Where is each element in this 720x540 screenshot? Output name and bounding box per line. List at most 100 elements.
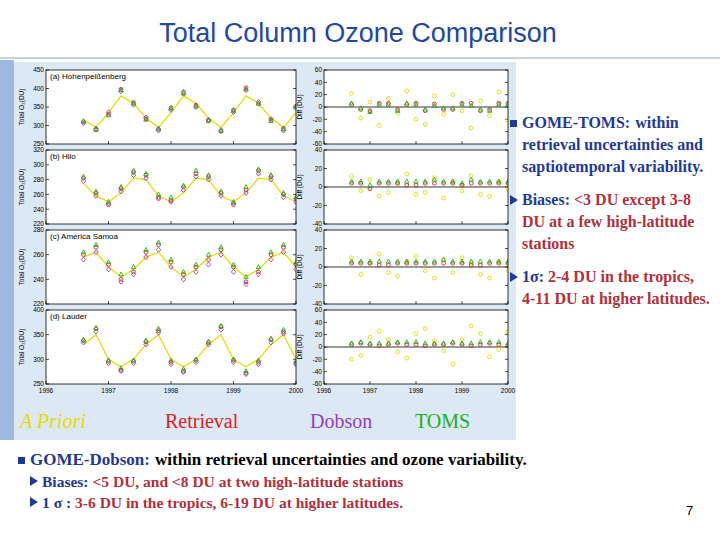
data-point [107,263,111,267]
data-point [194,262,198,266]
data-point [349,341,353,345]
data-point [206,118,210,122]
data-point [460,341,464,345]
data-point [469,341,473,345]
data-point [281,195,285,200]
data-point [414,102,418,106]
data-point [359,106,363,110]
data-point [281,242,285,246]
data-point [497,340,501,344]
y-tick-label: 300 [33,122,44,129]
data-point [479,332,483,336]
y-tick [324,322,327,323]
data-point [232,265,236,269]
data-point [156,326,160,330]
data-point [405,340,409,344]
data-point [368,100,372,104]
bullet-square [18,457,25,464]
y-axis-label: Total O₃(DU) [18,89,26,126]
y-tick [324,248,327,249]
data-point [244,274,248,278]
bullet-arrow [30,497,38,507]
data-point [350,174,354,178]
x-tick-label: 1997 [363,387,378,394]
note-item: 1 σ :3-6 DU in the tropics, 6-19 DU at h… [42,492,670,513]
x-tick [108,221,109,224]
data-point [368,178,372,182]
data-point [405,183,409,187]
data-point [244,88,248,93]
data-point [181,277,185,282]
data-point [469,103,473,107]
data-point [282,245,286,249]
y-tick-label: 60 [315,306,323,313]
note-text: 3-6 DU in the tropics, 6-19 DU at higher… [75,494,403,511]
title-rule [0,58,720,59]
data-point [156,247,160,252]
data-point [405,356,409,360]
data-point [81,250,85,254]
y-axis-label: Diff (DU) [296,254,304,279]
data-point [82,253,86,257]
bullet-arrow [510,195,518,205]
data-point [433,94,437,98]
y-tick-label: 20 [315,245,323,252]
data-point [119,279,123,284]
note-label: Biases: [522,191,570,208]
data-point [460,102,464,106]
data-point [106,358,110,362]
y-axis-label: Diff (DU) [296,174,304,199]
data-point [169,199,173,204]
data-point [269,177,273,182]
data-point [359,116,363,120]
data-point [377,252,381,256]
plot-frame [324,70,508,144]
y-tick [293,88,296,89]
y-tick [324,334,327,335]
x-tick-label: 1998 [164,387,179,394]
data-point [368,259,372,263]
y-tick [46,359,49,360]
data-point [169,265,173,270]
data-point [377,102,381,106]
data-point [194,174,198,179]
data-point [432,177,436,181]
x-tick [233,141,234,144]
x-tick [171,221,172,224]
data-point [451,362,455,366]
data-point [487,108,491,112]
panel-title: (b) Hilo [50,152,76,161]
data-point [131,358,135,362]
data-point [478,107,482,111]
data-point [269,340,273,345]
note-text: 2-4 DU in the tropics, 4-11 DU at higher… [522,268,710,307]
x-tick [462,301,463,304]
data-point [460,189,464,193]
data-point [396,350,400,354]
x-tick-label: 2000 [289,387,304,394]
data-point [144,250,148,254]
data-point [256,362,260,367]
data-point [359,340,363,344]
data-point [469,324,473,328]
y-tick [324,131,327,132]
y-tick [505,248,508,249]
data-point [244,369,248,373]
y-tick-label: 260 [33,191,44,198]
data-point [269,173,273,177]
data-point [469,181,473,185]
data-point [269,336,273,340]
data-point [231,108,235,112]
data-point [469,259,473,263]
data-point [377,344,381,348]
data-point [488,276,492,280]
y-tick-label: 0 [318,103,322,110]
data-point [256,167,260,171]
x-tick-label: 2000 [501,387,516,394]
data-point [479,343,483,347]
plot-frame [46,150,296,224]
y-tick-label: 320 [33,146,44,153]
plot-frame [324,230,508,304]
plot-area [324,230,508,304]
data-point [131,272,135,277]
